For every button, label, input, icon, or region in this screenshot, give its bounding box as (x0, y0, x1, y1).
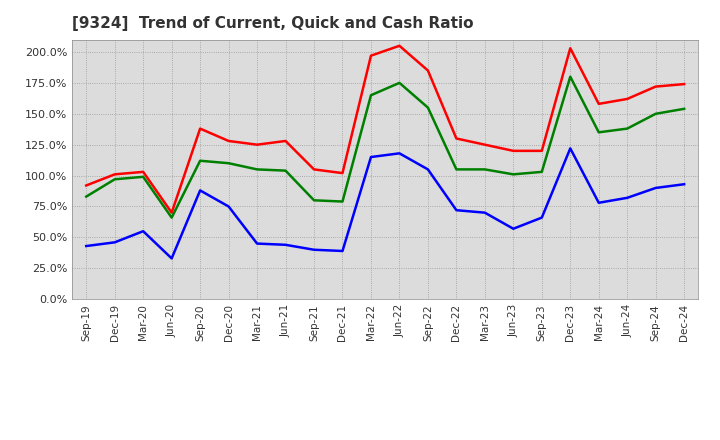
Current Ratio (452, 136, 461, 141)
Quick Ratio (338, 199, 347, 204)
Quick Ratio (110, 176, 119, 182)
Current Ratio (310, 167, 318, 172)
Current Ratio (139, 169, 148, 175)
Current Ratio (537, 148, 546, 154)
Current Ratio (282, 138, 290, 143)
Quick Ratio (452, 167, 461, 172)
Cash Ratio (452, 208, 461, 213)
Quick Ratio (423, 105, 432, 110)
Current Ratio (196, 126, 204, 131)
Cash Ratio (110, 240, 119, 245)
Cash Ratio (167, 256, 176, 261)
Quick Ratio (196, 158, 204, 163)
Cash Ratio (537, 215, 546, 220)
Line: Current Ratio: Current Ratio (86, 46, 684, 213)
Cash Ratio (595, 200, 603, 205)
Quick Ratio (680, 106, 688, 111)
Quick Ratio (652, 111, 660, 117)
Text: [9324]  Trend of Current, Quick and Cash Ratio: [9324] Trend of Current, Quick and Cash … (72, 16, 474, 32)
Cash Ratio (623, 195, 631, 201)
Cash Ratio (225, 204, 233, 209)
Current Ratio (338, 170, 347, 176)
Quick Ratio (167, 215, 176, 220)
Current Ratio (253, 142, 261, 147)
Cash Ratio (423, 167, 432, 172)
Current Ratio (480, 142, 489, 147)
Quick Ratio (537, 169, 546, 175)
Quick Ratio (253, 167, 261, 172)
Line: Quick Ratio: Quick Ratio (86, 77, 684, 218)
Cash Ratio (139, 228, 148, 234)
Quick Ratio (623, 126, 631, 131)
Current Ratio (110, 172, 119, 177)
Quick Ratio (395, 80, 404, 85)
Cash Ratio (566, 146, 575, 151)
Current Ratio (423, 68, 432, 73)
Quick Ratio (82, 194, 91, 199)
Current Ratio (395, 43, 404, 48)
Quick Ratio (282, 168, 290, 173)
Current Ratio (225, 138, 233, 143)
Current Ratio (509, 148, 518, 154)
Cash Ratio (196, 188, 204, 193)
Cash Ratio (395, 150, 404, 156)
Cash Ratio (366, 154, 375, 160)
Cash Ratio (253, 241, 261, 246)
Current Ratio (82, 183, 91, 188)
Current Ratio (366, 53, 375, 59)
Cash Ratio (338, 248, 347, 253)
Cash Ratio (509, 226, 518, 231)
Cash Ratio (282, 242, 290, 247)
Cash Ratio (480, 210, 489, 215)
Cash Ratio (310, 247, 318, 253)
Quick Ratio (366, 92, 375, 98)
Quick Ratio (480, 167, 489, 172)
Current Ratio (167, 210, 176, 215)
Current Ratio (623, 96, 631, 102)
Quick Ratio (139, 174, 148, 180)
Cash Ratio (680, 182, 688, 187)
Cash Ratio (82, 243, 91, 249)
Line: Cash Ratio: Cash Ratio (86, 148, 684, 258)
Current Ratio (680, 81, 688, 87)
Quick Ratio (310, 198, 318, 203)
Quick Ratio (225, 161, 233, 166)
Quick Ratio (566, 74, 575, 79)
Quick Ratio (509, 172, 518, 177)
Quick Ratio (595, 130, 603, 135)
Current Ratio (595, 101, 603, 106)
Current Ratio (652, 84, 660, 89)
Cash Ratio (652, 185, 660, 191)
Current Ratio (566, 46, 575, 51)
